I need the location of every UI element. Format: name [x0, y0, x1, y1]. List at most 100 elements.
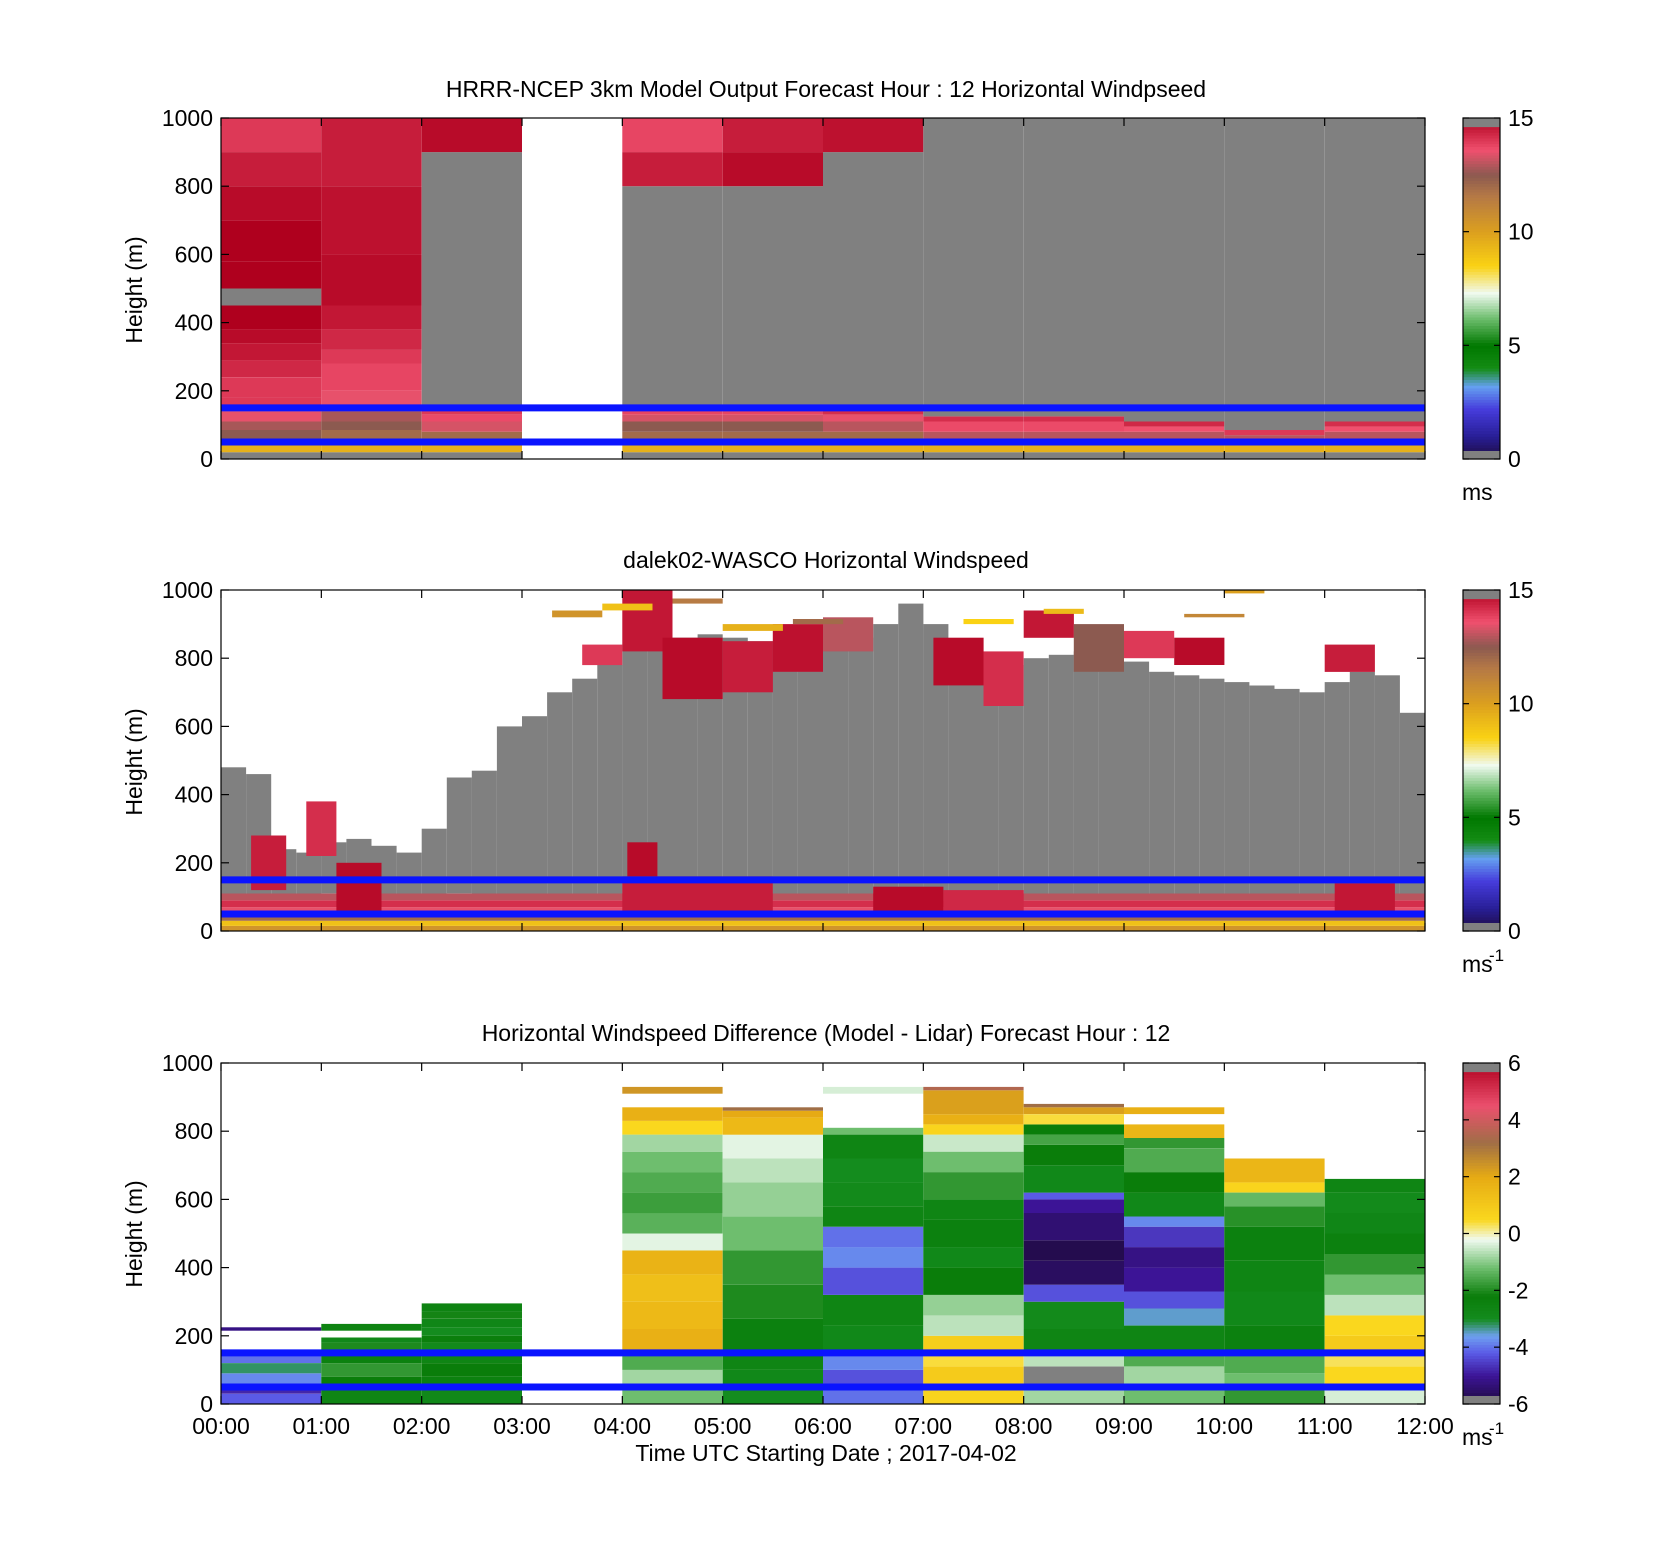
colorbar-segment	[1463, 430, 1500, 434]
colorbar-segment	[1463, 342, 1500, 346]
colorbar-segment	[1463, 231, 1500, 236]
colorbar-segment	[1463, 788, 1500, 793]
colorbar-segment	[1463, 629, 1500, 634]
heatmap-cell	[471, 770, 497, 894]
heatmap-cell	[622, 1192, 723, 1214]
colorbar-tick-label: 15	[1508, 105, 1534, 131]
heatmap-cell	[1073, 651, 1099, 894]
colorbar-segment	[1463, 251, 1500, 255]
colorbar-segment	[1463, 177, 1500, 182]
colorbar-segment	[1463, 419, 1500, 423]
colorbar-segment	[1463, 265, 1500, 270]
colorbar-segment	[1463, 1202, 1500, 1206]
colorbar-segment	[1463, 1080, 1500, 1084]
colorbar-segment	[1463, 1128, 1500, 1132]
colorbar-segment	[1463, 328, 1500, 332]
heatmap-cell	[221, 152, 322, 187]
colorbar-segment	[1463, 157, 1500, 162]
colorbar-segment	[1463, 743, 1500, 747]
heatmap-cell	[1249, 685, 1275, 894]
colorbar-segment	[1463, 783, 1500, 787]
heatmap-cell	[221, 915, 1425, 921]
heatmap-cell	[823, 118, 924, 153]
y-axis-label: Height (m)	[121, 236, 147, 343]
heatmap-cell	[1324, 644, 1375, 672]
heatmap-cell	[421, 1390, 522, 1404]
colorbar-segment	[1463, 1341, 1500, 1345]
heatmap-cell	[1043, 608, 1084, 614]
heatmap-cell	[1023, 1329, 1124, 1353]
colorbar-segment	[1463, 709, 1500, 713]
heatmap-cell	[823, 1352, 924, 1370]
colorbar-segment	[1463, 368, 1500, 372]
heatmap-cell	[1124, 421, 1225, 427]
heatmap-cell	[1274, 688, 1300, 894]
colorbar-segment	[1463, 663, 1500, 668]
colorbar-segment	[1463, 365, 1500, 369]
heatmap-cell	[823, 1369, 924, 1387]
colorbar-segment	[1463, 1176, 1500, 1181]
heatmap-cell	[622, 414, 723, 422]
y-tick-label: 400	[175, 310, 213, 336]
colorbar-tick-label: 5	[1508, 804, 1521, 830]
heatmap-cell	[1124, 1124, 1225, 1138]
heatmap-cell	[1174, 637, 1225, 665]
heatmap-cell	[823, 1247, 924, 1268]
colorbar: -6 -4 -2 0 2 4 6 ms-1	[1462, 1050, 1529, 1450]
x-tick-label: 10:00	[1196, 1413, 1254, 1439]
colorbar-segment	[1463, 615, 1500, 619]
heatmap-cell	[923, 1267, 1024, 1295]
colorbar-segment	[1463, 1364, 1500, 1368]
colorbar-tick-label: 0	[1508, 918, 1521, 944]
heatmap-cell	[923, 452, 1024, 459]
colorbar-segment	[1463, 1199, 1500, 1203]
colorbar-segment	[1463, 410, 1500, 415]
heatmap-cell	[1324, 1254, 1425, 1275]
heatmap-cell	[923, 1090, 1024, 1115]
heatmap-cell	[923, 1151, 1024, 1173]
colorbar-segment	[1463, 638, 1500, 642]
colorbar: 0 5 10 15 ms	[1462, 105, 1534, 505]
heatmap-cell	[421, 1342, 522, 1353]
colorbar-segment	[1463, 118, 1500, 122]
colorbar-segment	[1463, 456, 1500, 460]
colorbar-segment	[1463, 655, 1500, 659]
colorbar-segment	[1463, 285, 1500, 290]
heatmap-cell	[221, 118, 322, 153]
colorbar-segment	[1463, 882, 1500, 887]
colorbar-segment	[1463, 916, 1500, 921]
colorbar-segment	[1463, 282, 1500, 287]
colorbar-segment	[1463, 1375, 1500, 1379]
colorbar-segment	[1463, 894, 1500, 898]
colorbar-segment	[1463, 447, 1500, 451]
colorbar-segment	[1463, 1301, 1500, 1306]
y-tick-label: 1000	[162, 105, 213, 131]
chart-title: dalek02-WASCO Horizontal Windspeed	[623, 547, 1029, 573]
heatmap-cells	[221, 118, 1425, 459]
colorbar-segment	[1463, 737, 1500, 742]
colorbar-segment	[1463, 123, 1500, 128]
colorbar-segment	[1463, 1261, 1500, 1266]
heatmap-cell	[823, 431, 924, 439]
heatmap-cell	[1098, 658, 1124, 894]
heatmap-cell	[321, 1342, 422, 1353]
colorbar-segment	[1463, 1259, 1500, 1263]
heatmap-cell	[923, 421, 1024, 432]
colorbar-segment	[1463, 291, 1500, 295]
heatmap-cell	[722, 1134, 823, 1159]
colorbar-segment	[1463, 1162, 1500, 1166]
heatmap-cell	[221, 343, 322, 361]
colorbar-segment	[1463, 1210, 1500, 1215]
heatmap-cell	[722, 1250, 823, 1285]
colorbar-segment	[1463, 800, 1500, 804]
colorbar-segment	[1463, 717, 1500, 722]
colorbar-segment	[1463, 223, 1500, 227]
heatmap-cell	[321, 329, 422, 350]
heatmap-cell	[1324, 1335, 1425, 1353]
heatmap-cell	[1073, 624, 1124, 672]
heatmap-cell	[823, 1267, 924, 1295]
colorbar-segment	[1463, 336, 1500, 341]
heatmap-cell	[722, 1318, 823, 1353]
heatmap-cell	[622, 1233, 723, 1251]
colorbar-segment	[1463, 149, 1500, 153]
